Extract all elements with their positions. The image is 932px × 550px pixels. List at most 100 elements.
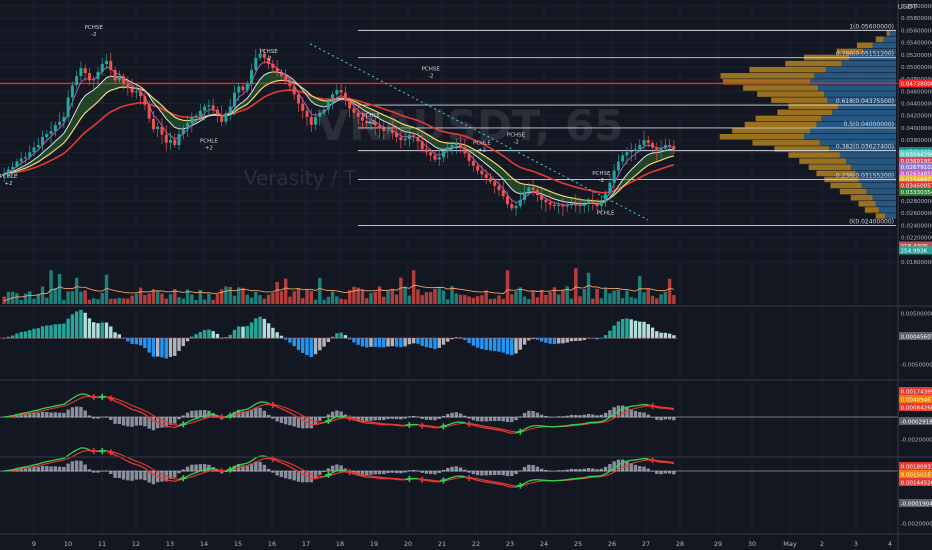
macd3-histogram-bar bbox=[70, 461, 75, 472]
macd2-histogram-bar bbox=[322, 417, 326, 418]
price-badge-bg bbox=[899, 156, 932, 165]
volume-bar bbox=[164, 298, 168, 304]
macd2-histogram-bar bbox=[539, 414, 544, 418]
currency-label: USDT bbox=[898, 3, 918, 11]
macd3-histogram-bar bbox=[484, 471, 488, 476]
macd1-histogram-bar bbox=[407, 338, 412, 345]
macd1-histogram-bar bbox=[36, 328, 40, 339]
macd1-histogram-bar bbox=[194, 334, 198, 339]
macd3-histogram-bar bbox=[480, 471, 484, 476]
signal-label: PCHSE bbox=[259, 49, 278, 55]
price-axis-tick: 0.01800000 bbox=[901, 260, 932, 266]
macd3-histogram-bar bbox=[424, 471, 429, 474]
macd1-histogram-bar bbox=[190, 336, 194, 339]
macd2-macd-line bbox=[486, 427, 491, 430]
macd2-macd-line bbox=[656, 406, 662, 409]
volume-bar bbox=[620, 298, 625, 304]
volume-profile-sell bbox=[757, 91, 825, 97]
time-axis[interactable]: 9 10 11 12 13 14 15 16 17 18 19 20 21 22 23 24 25 26 27 28 2… bbox=[32, 540, 892, 548]
macd2-histogram-bar bbox=[207, 410, 211, 418]
volume-bar bbox=[642, 292, 646, 304]
watermark-subtitle: Verasity / T bbox=[244, 166, 357, 190]
candle-body bbox=[284, 76, 288, 82]
macd3-histogram-bar bbox=[488, 471, 493, 476]
pane-axis-tick: 0.00150187 bbox=[901, 472, 932, 478]
macd1-histogram-bar bbox=[177, 338, 181, 351]
signal-label: PCHLE bbox=[473, 140, 491, 146]
macd1-histogram-bar bbox=[539, 338, 544, 342]
macd2-macd-line bbox=[596, 420, 602, 423]
pane-badge-bg bbox=[899, 387, 932, 395]
volume-bar bbox=[185, 289, 190, 304]
price-axis[interactable]: 0.06000000 0.05800000 0.05600000 0.05400000… bbox=[897, 0, 932, 550]
volume-profile-sell bbox=[785, 60, 842, 67]
macd3-histogram-bar bbox=[254, 461, 258, 472]
macd3-histogram-bar bbox=[313, 471, 318, 479]
candle-body bbox=[518, 199, 522, 206]
pane-badge-bg bbox=[899, 403, 932, 411]
macd1-histogram-bar bbox=[424, 338, 429, 348]
volume-profile-buy bbox=[821, 115, 896, 122]
macd1-histogram-bar bbox=[10, 335, 15, 339]
macd1-histogram-bar bbox=[57, 323, 62, 339]
price-badge: 0.03594299 bbox=[901, 152, 932, 158]
macd1-histogram-bar bbox=[586, 338, 591, 339]
macd3-macd-line bbox=[12, 467, 18, 471]
candle-body bbox=[36, 144, 40, 148]
fibonacci-retracement[interactable]: 1(0.05600000) 0.786(0.05151200) 0.618(0.04… bbox=[0, 23, 898, 226]
volume-ma-line bbox=[3, 284, 674, 302]
candle-body bbox=[471, 160, 475, 166]
candle-body bbox=[11, 166, 15, 170]
macd3-macd-line bbox=[50, 459, 56, 462]
macd2-histogram-bar bbox=[394, 417, 399, 420]
macd3-macd-line bbox=[33, 463, 39, 466]
volume-bar bbox=[501, 298, 505, 304]
macd3-macd-line bbox=[123, 458, 129, 462]
macd3-macd-line bbox=[362, 475, 367, 478]
signal-label: PCHSE bbox=[507, 132, 526, 138]
macd1-histogram-bar bbox=[360, 338, 365, 347]
macd3-histogram-bar bbox=[326, 468, 331, 472]
macd1-histogram-bar bbox=[70, 314, 75, 339]
macd3-histogram-bar bbox=[45, 466, 49, 472]
macd2-histogram-bar bbox=[544, 415, 548, 418]
macd2-histogram-bar bbox=[258, 407, 262, 418]
macd1-histogram-bar bbox=[330, 336, 335, 339]
macd1-histogram-bar bbox=[168, 338, 173, 357]
volume-bar bbox=[518, 287, 523, 304]
macd3-macd-line bbox=[473, 478, 478, 481]
pane-axis-tick: 0.00500000 bbox=[901, 311, 932, 317]
volume-profile-sell bbox=[771, 97, 828, 103]
macd3-macd-line bbox=[187, 473, 193, 477]
candle-body bbox=[305, 110, 309, 117]
macd3-macd-line bbox=[276, 460, 282, 464]
macd1-histogram-bar bbox=[288, 338, 292, 343]
macd2-histogram-bar bbox=[254, 407, 258, 418]
macd3-histogram-bar bbox=[390, 471, 395, 473]
macd2-histogram-bar bbox=[296, 417, 301, 428]
signal-label-sub: +2 bbox=[478, 147, 486, 153]
time-axis-label: 3 bbox=[854, 540, 858, 548]
time-axis-label: 17 bbox=[302, 540, 310, 548]
macd1-histogram-bar bbox=[113, 332, 117, 339]
volume-bar bbox=[505, 270, 510, 304]
macd3-macd-line bbox=[375, 477, 380, 479]
volume-bar bbox=[399, 277, 403, 304]
volume-bar bbox=[296, 288, 301, 304]
macd3-histogram-bar bbox=[386, 471, 390, 474]
pane-badge-bg bbox=[899, 395, 932, 403]
macd3-macd-line bbox=[358, 474, 363, 477]
macd2-histogram-bar bbox=[245, 411, 249, 418]
macd2-histogram-bar bbox=[625, 406, 629, 418]
macd3-macd-line bbox=[144, 467, 150, 473]
volume-bar bbox=[655, 298, 659, 304]
macd1-histogram-bar bbox=[612, 325, 616, 339]
volume-bar bbox=[377, 286, 382, 304]
macd3-histogram-bar bbox=[23, 467, 28, 472]
macd1-histogram-bar bbox=[608, 330, 612, 339]
candle-body bbox=[548, 202, 552, 205]
macd2-histogram-bar bbox=[292, 417, 296, 427]
candlesticks bbox=[2, 47, 676, 217]
candle-body bbox=[126, 84, 130, 89]
